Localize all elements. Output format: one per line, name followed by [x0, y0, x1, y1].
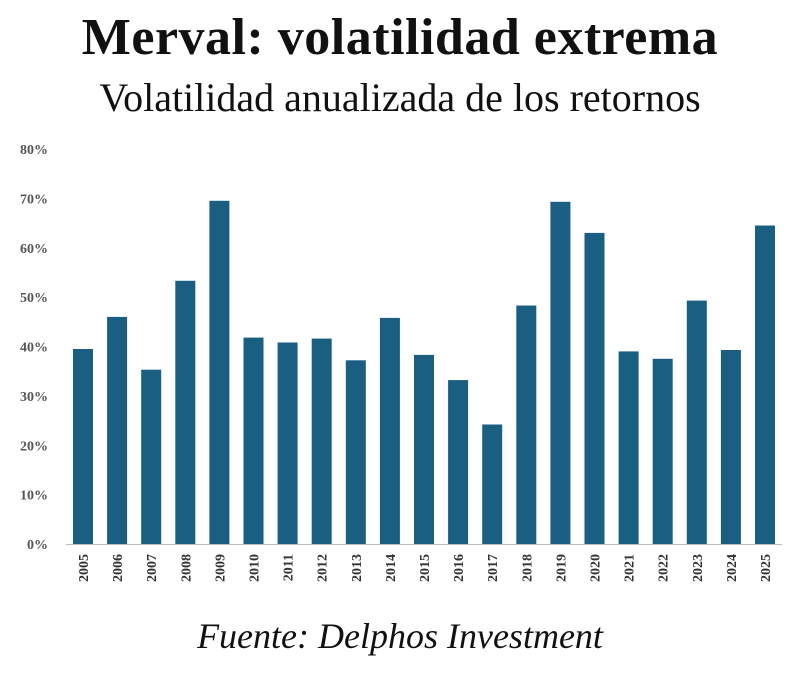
x-tick-label-2019: 2019 — [554, 554, 569, 582]
x-tick-label-2024: 2024 — [725, 554, 740, 582]
x-tick-label-2007: 2007 — [145, 554, 160, 582]
x-tick-label-2021: 2021 — [623, 554, 638, 582]
y-axis: 0% 10% 20% 30% 40% 50% 60% 70% 80% — [20, 143, 48, 553]
x-tick-label-2020: 2020 — [588, 554, 603, 582]
bar-2018 — [516, 305, 537, 544]
x-tick-label-2013: 2013 — [350, 554, 365, 582]
x-tick-label-2018: 2018 — [520, 554, 535, 582]
chart-title: Merval: volatilidad extrema — [81, 9, 719, 66]
bar-2016 — [448, 380, 469, 544]
bar-2009 — [209, 200, 230, 545]
bar-2008 — [175, 280, 196, 544]
x-tick-label-2011: 2011 — [282, 554, 297, 581]
x-tick-label-2023: 2023 — [691, 554, 706, 582]
x-tick-label-2022: 2022 — [657, 554, 672, 582]
y-tick-label: 80% — [20, 143, 48, 158]
bar-2025 — [755, 225, 775, 544]
bar-2021 — [618, 351, 639, 544]
y-tick-label: 40% — [20, 341, 48, 356]
x-tick-label-2005: 2005 — [77, 554, 92, 582]
bar-2011 — [277, 342, 298, 544]
bar-2015 — [414, 354, 434, 544]
y-tick-label: 20% — [20, 439, 48, 454]
y-tick-label: 50% — [20, 291, 48, 306]
bar-2006 — [107, 316, 128, 544]
x-tick-label-2009: 2009 — [213, 554, 228, 582]
x-tick-label-2014: 2014 — [384, 554, 399, 582]
x-tick-label-2015: 2015 — [418, 554, 433, 582]
x-tick-label-2012: 2012 — [316, 554, 331, 582]
bar-2014 — [379, 317, 400, 544]
bar-2012 — [311, 338, 332, 544]
bar-2022 — [652, 358, 673, 544]
bar-2023 — [686, 300, 707, 544]
x-tick-label-2010: 2010 — [248, 554, 263, 582]
x-tick-label-2016: 2016 — [452, 554, 467, 582]
y-tick-label: 60% — [20, 242, 48, 257]
bar-2005 — [73, 349, 93, 544]
bar-2020 — [584, 232, 605, 544]
bar-2017 — [482, 424, 503, 544]
x-tick-label-2025: 2025 — [759, 554, 774, 582]
bars — [73, 200, 775, 545]
x-tick-label-2017: 2017 — [486, 554, 501, 582]
bar-2007 — [141, 369, 162, 544]
bar-2019 — [550, 201, 571, 545]
bar-2013 — [345, 360, 366, 544]
x-tick-label-2006: 2006 — [111, 554, 126, 582]
bar-2010 — [243, 337, 264, 544]
x-tick-label-2008: 2008 — [179, 554, 194, 582]
source-note: Fuente: Delphos Investment — [197, 616, 603, 656]
y-tick-label: 30% — [20, 390, 48, 405]
bar-chart: 0%10%20%30%40%50%60%70%80% 2005 2006 2007 2… — [20, 143, 782, 582]
x-axis: 2005 2006 2007 2008 2009 2010 2011 2012 2013 2014… — [66, 544, 782, 582]
bar-2024 — [720, 350, 741, 544]
y-tick-label: 10% — [20, 489, 48, 504]
y-tick-label: 70% — [20, 192, 48, 207]
y-tick-label: 0% — [27, 538, 48, 553]
chart-subtitle: Volatilidad anualizada de los retornos — [99, 75, 701, 120]
